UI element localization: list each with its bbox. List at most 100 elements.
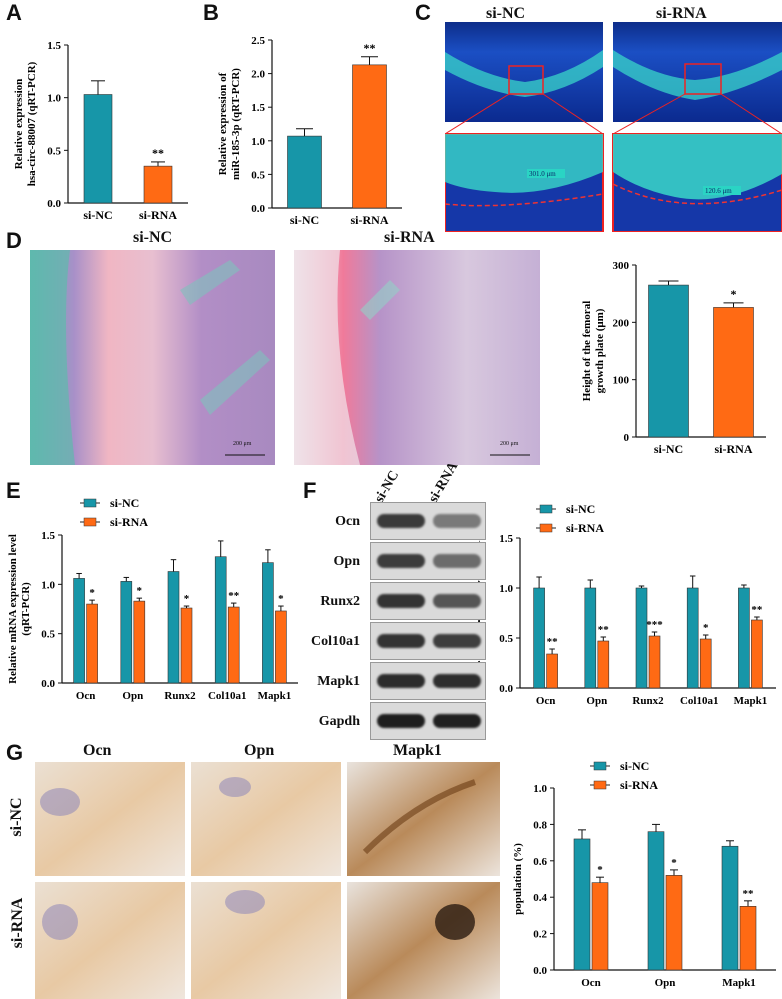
panel-c-images: [445, 22, 782, 232]
bar-si-rna: [133, 600, 146, 684]
x-tick-label: Ocn: [581, 977, 601, 989]
wb-band: [433, 554, 481, 568]
significance-label: **: [228, 590, 240, 602]
y-tick-label: 1.0: [251, 136, 265, 148]
chart-e: 0.0 0.5 1.0 1.5 Relative mRNA expression lev…: [7, 496, 298, 702]
y-axis-label-line: miR-185-3p (qRT-PCR): [230, 68, 242, 180]
wb-label-gapdh: Gapdh: [318, 714, 360, 729]
wb-blot-runx2: [370, 582, 486, 620]
legend-swatch-si-rna: [593, 780, 607, 790]
y-tick-label: 2.5: [251, 35, 265, 47]
bar-si-rna: [597, 640, 610, 689]
panel-g-row-si-rna: si-RNA: [9, 897, 26, 949]
bar-si-nc: [533, 587, 545, 689]
y-tick-label: 0.0: [533, 965, 547, 977]
bar-si-nc: [721, 845, 739, 971]
panel-d-images: [30, 250, 540, 465]
panel-c-measure-left: 301.0 μm: [529, 170, 556, 178]
y-tick-label: 1.0: [533, 783, 547, 795]
y-tick-label: 0.0: [499, 683, 513, 695]
bar-si-nc: [287, 135, 322, 209]
wb-band: [377, 594, 425, 608]
panel-letter-g: G: [6, 740, 24, 765]
x-tick-label: Mapk1: [258, 690, 292, 702]
x-tick-label: Ocn: [536, 695, 556, 707]
legend-swatch-si-rna: [83, 517, 97, 527]
wb-blot-ocn: [370, 502, 486, 540]
significance-label: **: [743, 888, 755, 900]
bar-si-nc: [686, 587, 699, 689]
significance-label: *: [671, 857, 677, 869]
x-tick-label: si-RNA: [139, 208, 177, 222]
y-tick-label: 200: [613, 317, 630, 329]
significance-label: *: [703, 622, 709, 634]
x-tick-label: si-RNA: [715, 442, 753, 456]
y-axis-label-line: Height of the femoral: [581, 301, 593, 402]
y-axis-label-line: Relative mRNA expression level: [7, 534, 19, 684]
legend-label: si-RNA: [620, 778, 658, 792]
x-tick-label: Runx2: [632, 695, 664, 707]
wb-blot-gapdh: [370, 702, 486, 740]
bar-si-rna: [739, 906, 757, 971]
panel-g-col-ocn: Ocn: [83, 742, 112, 759]
x-tick-label: si-RNA: [351, 213, 389, 227]
panel-letter-d: D: [6, 228, 22, 253]
x-tick-label: Ocn: [76, 690, 96, 702]
wb-band: [433, 634, 481, 648]
panel-letter-c: C: [415, 0, 431, 25]
significance-label: *: [89, 587, 95, 599]
panel-c-label-left: si-NC: [486, 5, 526, 22]
x-tick-label: Runx2: [164, 690, 196, 702]
bar-si-nc: [167, 571, 180, 684]
bar-si-rna: [699, 638, 712, 689]
significance-label: *: [184, 593, 190, 605]
bar-si-nc: [120, 581, 133, 684]
wb-label-opn: Opn: [333, 554, 360, 569]
y-tick-label: 1.0: [47, 93, 61, 105]
panel-c-measure-right: 120.6 μm: [705, 187, 732, 195]
panel-letter-e: E: [6, 478, 21, 503]
bar-si-nc: [83, 94, 113, 204]
y-tick-label: 0.0: [251, 203, 265, 215]
significance-label: **: [152, 146, 164, 160]
wb-band: [377, 674, 425, 688]
y-tick-label: 0.5: [41, 629, 55, 641]
y-axis-label: Positive chondrocytepopulation (%): [512, 830, 524, 927]
bar-si-rna: [713, 307, 754, 438]
panel-letter-b: B: [203, 0, 219, 25]
bar-si-nc: [262, 562, 274, 684]
legend-label: si-RNA: [566, 521, 604, 535]
wb-band: [377, 514, 425, 528]
bar-si-nc: [573, 838, 591, 971]
bar-si-rna: [665, 875, 683, 971]
x-tick-label: Mapk1: [734, 695, 768, 707]
chart-d: 0 100 200 300 Height of the femoralgrowth pl…: [581, 260, 766, 456]
x-tick-label: Mapk1: [722, 977, 756, 989]
bar-si-rna: [352, 64, 387, 209]
wb-band: [433, 514, 481, 528]
wb-band: [377, 714, 425, 728]
y-tick-label: 1.5: [251, 102, 265, 114]
significance-label: *: [731, 287, 737, 301]
bar-si-rna: [591, 882, 609, 971]
y-axis-label-line: population (%): [512, 843, 524, 915]
wb-band: [433, 674, 481, 688]
wb-label-mapk1: Mapk1: [317, 674, 360, 689]
y-tick-label: 300: [613, 260, 630, 272]
y-tick-label: 0.6: [533, 856, 547, 868]
y-tick-label: 2.0: [251, 69, 265, 81]
bar-si-nc: [647, 831, 665, 971]
significance-label: *: [597, 864, 603, 876]
bar-si-nc: [214, 556, 227, 684]
y-tick-label: 0.2: [533, 929, 547, 941]
legend-swatch-si-rna: [539, 523, 553, 533]
y-tick-label: 100: [613, 375, 630, 387]
legend-label: si-NC: [620, 760, 649, 773]
y-tick-label: 0.5: [499, 633, 513, 645]
wb-lane-si-rna: si-RNA: [426, 459, 462, 506]
y-axis-label-line: Relative expression of: [217, 72, 229, 175]
y-tick-label: 0.4: [533, 892, 547, 904]
wb-blot-col10a1: [370, 622, 486, 660]
x-tick-label: Col10a1: [208, 690, 247, 702]
